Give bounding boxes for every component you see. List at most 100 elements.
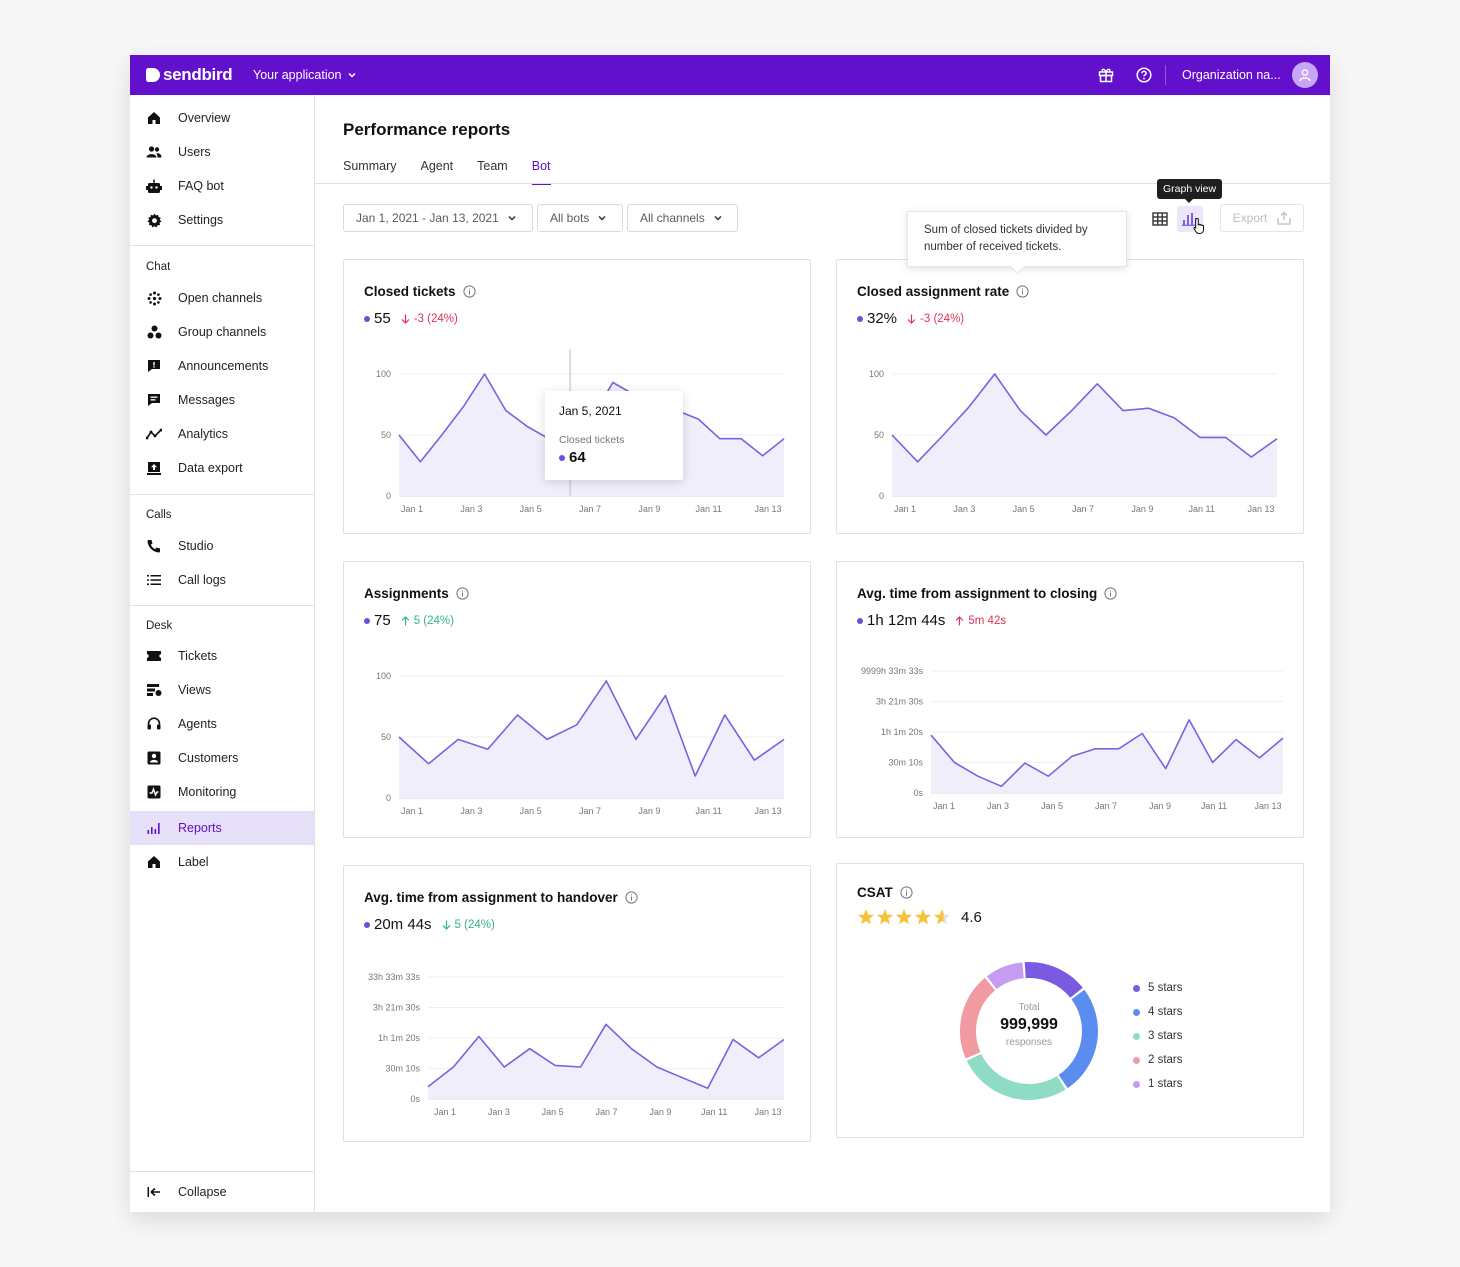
data-point[interactable]	[1171, 415, 1177, 421]
data-point[interactable]	[455, 736, 461, 742]
data-point[interactable]	[482, 371, 488, 377]
data-point[interactable]	[951, 760, 957, 766]
sidebar-item-studio[interactable]: Studio	[130, 529, 314, 563]
data-point[interactable]	[975, 773, 981, 779]
app-switcher[interactable]: Your application	[253, 68, 357, 82]
data-point[interactable]	[722, 712, 728, 718]
organization-name[interactable]: Organization na...	[1182, 68, 1281, 82]
data-point[interactable]	[603, 678, 609, 684]
legend-item[interactable]: 1 stars	[1133, 1072, 1183, 1096]
tab-team[interactable]: Team	[477, 159, 508, 173]
sidebar-item-analytics[interactable]: Analytics	[130, 417, 314, 451]
donut-slice[interactable]	[966, 1053, 1066, 1100]
data-point[interactable]	[1069, 753, 1075, 759]
data-point[interactable]	[1280, 735, 1286, 741]
data-point[interactable]	[692, 773, 698, 779]
collapse-button[interactable]: Collapse	[130, 1175, 314, 1209]
bots-filter[interactable]: All bots	[537, 204, 623, 232]
info-icon[interactable]	[900, 886, 913, 899]
tab-agent[interactable]: Agent	[420, 159, 454, 173]
sidebar-item-open-channels[interactable]: Open channels	[130, 281, 314, 315]
data-point[interactable]	[1146, 405, 1152, 411]
data-point[interactable]	[1092, 746, 1098, 752]
sidebar-item-group-channels[interactable]: Group channels	[130, 315, 314, 349]
sidebar-item-agents[interactable]: Agents	[130, 707, 314, 741]
data-point[interactable]	[1257, 755, 1263, 761]
data-point[interactable]	[679, 1075, 685, 1081]
data-point[interactable]	[998, 783, 1004, 789]
data-point[interactable]	[1223, 434, 1229, 440]
data-point[interactable]	[1139, 731, 1145, 737]
data-point[interactable]	[578, 1064, 584, 1070]
data-point[interactable]	[756, 1055, 762, 1061]
data-point[interactable]	[1094, 381, 1100, 387]
data-point[interactable]	[396, 432, 402, 438]
legend-item[interactable]: 4 stars	[1133, 1000, 1183, 1024]
data-point[interactable]	[1043, 432, 1049, 438]
data-point[interactable]	[417, 459, 423, 465]
data-point[interactable]	[1274, 436, 1280, 442]
data-point[interactable]	[633, 736, 639, 742]
sidebar-item-views[interactable]: Views	[130, 673, 314, 707]
data-point[interactable]	[889, 432, 895, 438]
data-point[interactable]	[1120, 408, 1126, 414]
avatar[interactable]	[1292, 62, 1318, 88]
data-point[interactable]	[1045, 773, 1051, 779]
data-point[interactable]	[654, 1064, 660, 1070]
info-icon[interactable]	[462, 285, 476, 298]
sidebar-item-monitoring[interactable]: Monitoring	[130, 775, 314, 809]
data-point[interactable]	[485, 746, 491, 752]
data-point[interactable]	[1233, 737, 1239, 743]
data-point[interactable]	[610, 380, 616, 386]
data-point[interactable]	[915, 459, 921, 465]
data-point[interactable]	[503, 408, 509, 414]
data-point[interactable]	[1248, 454, 1254, 460]
data-point[interactable]	[476, 1033, 482, 1039]
data-point[interactable]	[992, 371, 998, 377]
data-point[interactable]	[1163, 766, 1169, 772]
data-point[interactable]	[450, 1064, 456, 1070]
data-point[interactable]	[751, 757, 757, 763]
donut-slice[interactable]	[960, 977, 996, 1059]
sidebar-item-reports[interactable]: Reports	[130, 811, 314, 845]
data-point[interactable]	[730, 1037, 736, 1043]
data-point[interactable]	[628, 1046, 634, 1052]
info-icon[interactable]	[625, 891, 638, 904]
data-point[interactable]	[1210, 760, 1216, 766]
data-point[interactable]	[1022, 760, 1028, 766]
donut-slice[interactable]	[1024, 962, 1083, 999]
data-point[interactable]	[781, 436, 787, 442]
sendbird-logo[interactable]: sendbird	[146, 65, 233, 85]
donut-slice[interactable]	[986, 962, 1025, 990]
info-icon[interactable]	[1104, 587, 1117, 600]
data-point[interactable]	[738, 436, 744, 442]
sidebar-item-settings[interactable]: Settings	[130, 203, 314, 237]
sidebar-item-label-page[interactable]: Label	[130, 845, 314, 879]
data-point[interactable]	[603, 1021, 609, 1027]
tab-summary[interactable]: Summary	[343, 159, 397, 173]
donut-slice[interactable]	[1058, 989, 1098, 1089]
data-point[interactable]	[1069, 408, 1075, 414]
tab-bot[interactable]: Bot	[531, 159, 551, 185]
legend-item[interactable]: 5 stars	[1133, 976, 1183, 1000]
data-point[interactable]	[705, 1085, 711, 1091]
sidebar-item-call-logs[interactable]: Call logs	[130, 563, 314, 597]
table-view-button[interactable]	[1147, 206, 1173, 232]
data-point[interactable]	[574, 722, 580, 728]
sidebar-item-data-export[interactable]: Data export	[130, 451, 314, 485]
data-point[interactable]	[717, 436, 723, 442]
data-point[interactable]	[425, 1084, 431, 1090]
data-point[interactable]	[544, 736, 550, 742]
data-point[interactable]	[966, 404, 972, 410]
info-icon[interactable]	[456, 587, 469, 600]
data-point[interactable]	[928, 732, 934, 738]
data-point[interactable]	[1186, 717, 1192, 723]
data-point[interactable]	[426, 761, 432, 767]
data-point[interactable]	[527, 1046, 533, 1052]
channels-filter[interactable]: All channels	[627, 204, 738, 232]
data-point[interactable]	[1017, 408, 1023, 414]
data-point[interactable]	[552, 1062, 558, 1068]
legend-item[interactable]: 3 stars	[1133, 1024, 1183, 1048]
data-point[interactable]	[396, 734, 402, 740]
sidebar-item-users[interactable]: Users	[130, 135, 314, 169]
